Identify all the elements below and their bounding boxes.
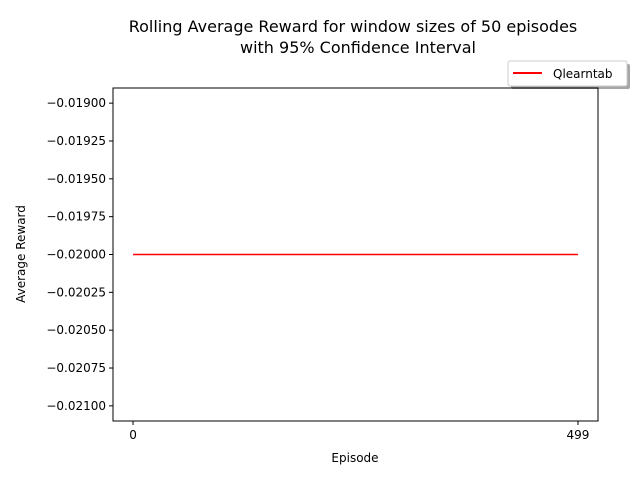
chart-title: Rolling Average Reward for window sizes … xyxy=(129,17,578,57)
y-tick-label: −0.01925 xyxy=(46,134,106,148)
x-tick-label: 499 xyxy=(567,428,590,442)
y-tick-label: −0.01950 xyxy=(46,172,106,186)
y-tick-label: −0.02075 xyxy=(46,361,106,375)
x-axis: 0 499 xyxy=(129,421,589,442)
x-axis-label: Episode xyxy=(331,451,378,465)
chart-title-line-1: Rolling Average Reward for window sizes … xyxy=(129,17,578,36)
chart-title-line-2: with 95% Confidence Interval xyxy=(240,38,476,57)
y-tick-label: −0.01900 xyxy=(46,96,106,110)
legend-label-qlearntab: Qlearntab xyxy=(553,67,613,81)
y-tick-label: −0.02050 xyxy=(46,323,106,337)
x-tick-label: 0 xyxy=(129,428,137,442)
y-tick-label: −0.02100 xyxy=(46,399,106,413)
y-axis-label: Average Reward xyxy=(14,205,28,303)
y-tick-label: −0.01975 xyxy=(46,210,106,224)
legend: Qlearntab xyxy=(507,60,630,89)
y-tick-label: −0.02025 xyxy=(46,285,106,299)
y-tick-label: −0.02000 xyxy=(46,248,106,262)
legend-box xyxy=(507,60,628,87)
y-axis: −0.01900 −0.01925 −0.01950 −0.01975 −0.02000… xyxy=(46,96,113,413)
